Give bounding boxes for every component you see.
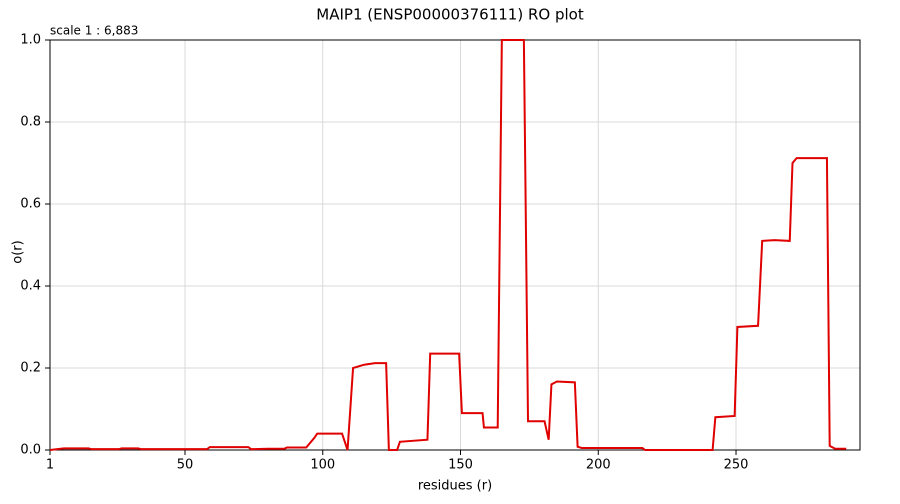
x-tick-label: 150 xyxy=(448,458,473,473)
x-tick-label: 50 xyxy=(177,458,194,473)
scale-label: scale 1 : 6,883 xyxy=(50,24,138,38)
data-line xyxy=(49,39,847,451)
y-axis-label: o(r) xyxy=(11,240,26,263)
x-tick-label: 100 xyxy=(310,458,335,473)
y-tick-label: 0.2 xyxy=(20,361,41,376)
x-tick-label: 200 xyxy=(586,458,611,473)
y-tick-label: 0.8 xyxy=(20,115,41,130)
y-tick-label: 0.4 xyxy=(20,279,41,294)
y-tick-label: 0.6 xyxy=(20,197,41,212)
x-tick-label: 250 xyxy=(724,458,749,473)
x-tick-label: 1 xyxy=(46,458,54,473)
plot-frame xyxy=(49,39,861,451)
y-tick-label: 0.0 xyxy=(20,443,41,458)
y-tick-label: 1.0 xyxy=(20,33,41,48)
x-axis-label: residues (r) xyxy=(418,479,492,494)
chart-title: MAIP1 (ENSP00000376111) RO plot xyxy=(316,6,584,24)
